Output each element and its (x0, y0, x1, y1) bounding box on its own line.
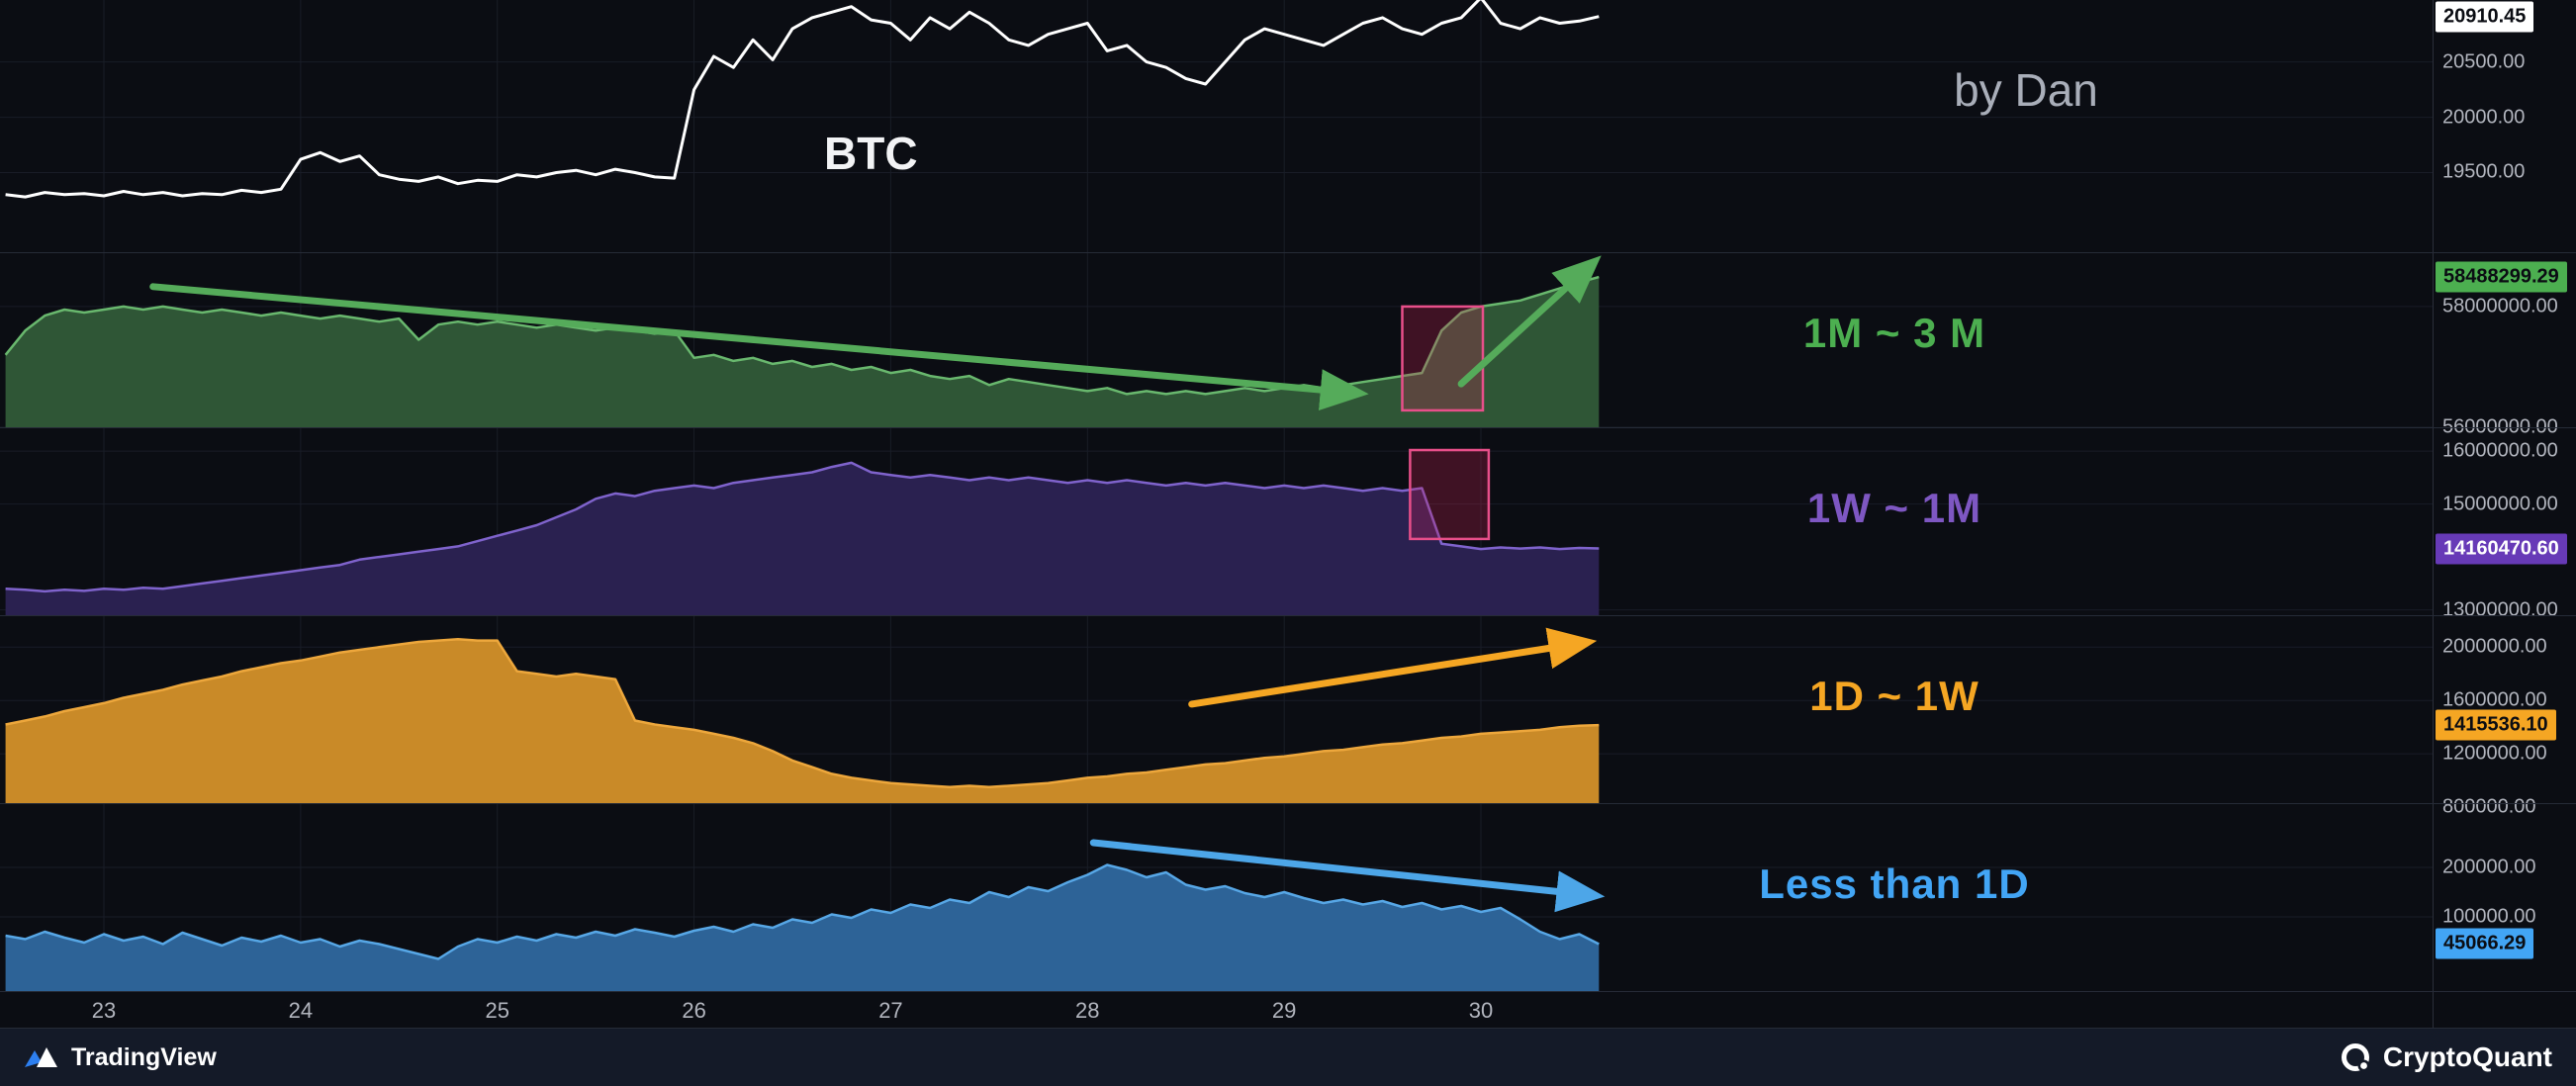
scale-tick-label: 16000000.00 (2442, 439, 2558, 462)
pane-separator (0, 615, 2576, 616)
age-1m-3m-chart-canvas[interactable] (0, 252, 2433, 427)
symbol-watermark: BTC (824, 128, 918, 179)
age-band-pane-1m-3m: 1M ~ 3 M (0, 252, 2433, 427)
scale-tick-label: 13000000.00 (2442, 598, 2558, 621)
tradingview-logo-icon (25, 1047, 57, 1067)
scale-tick-label: 58000000.00 (2442, 295, 2558, 317)
tradingview-brand-text: TradingView (71, 1042, 217, 1071)
age-band-pane-lt-1d: Less than 1D (0, 803, 2433, 991)
scale-tick-label: 800000.00 (2442, 795, 2536, 818)
age-lt-1d-area-fill (5, 864, 1600, 991)
age-1m-3m-area-fill (5, 277, 1600, 427)
age-1m-3m-last-value-badge: 58488299.29 (2436, 261, 2567, 293)
age-band-label-1d-1w: 1D ~ 1W (1809, 673, 1979, 719)
age-lt-1d-last-value-badge: 45066.29 (2436, 928, 2534, 959)
time-axis-label: 30 (1468, 998, 1494, 1023)
scale-tick-label: 15000000.00 (2442, 493, 2558, 515)
time-axis-label: 27 (878, 998, 903, 1023)
footer-separator (0, 1028, 2576, 1029)
cryptoquant-link[interactable]: CryptoQuant (2340, 1041, 2552, 1073)
time-axis-label: 24 (288, 998, 314, 1023)
time-axis-label: 26 (682, 998, 706, 1023)
scale-tick-label: 1600000.00 (2442, 688, 2547, 711)
age-band-label-1m-3m: 1M ~ 3 M (1802, 310, 1986, 356)
age-1d-1w-chart-canvas[interactable] (0, 615, 2433, 803)
trend-arrow (149, 283, 1369, 411)
age-1w-1m-area-fill (5, 462, 1600, 615)
highlight-box (1401, 305, 1485, 412)
scale-tick-label: 56000000.00 (2442, 415, 2558, 438)
price-pane: BTC by Dan (0, 0, 2433, 252)
price-chart-canvas[interactable] (0, 0, 2433, 252)
pane-separator (0, 803, 2576, 804)
pane-separator (0, 252, 2576, 253)
scale-tick-label: 19500.00 (2442, 160, 2526, 183)
time-axis-separator (0, 991, 2576, 992)
cryptoquant-brand-text: CryptoQuant (2382, 1041, 2552, 1072)
price-series-line (5, 0, 1600, 199)
scale-tick-label: 200000.00 (2442, 856, 2536, 878)
price-scale[interactable]: 20500.00 20000.00 19500.00 20910.45 58000000… (2433, 0, 2576, 1029)
byline-label: by Dan (1954, 64, 2098, 116)
age-1d-1w-series-line (5, 638, 1600, 789)
age-1d-1w-area-fill (5, 639, 1600, 803)
scale-tick-label: 20000.00 (2442, 106, 2526, 129)
scale-tick-label: 100000.00 (2442, 905, 2536, 928)
age-1w-1m-last-value-badge: 14160470.60 (2436, 533, 2567, 565)
pane-separator (0, 427, 2576, 428)
scale-tick-label: 1200000.00 (2442, 742, 2547, 765)
age-band-label-1w-1m: 1W ~ 1M (1806, 485, 1982, 531)
price-last-value-badge: 20910.45 (2436, 1, 2534, 33)
trend-arrow (1457, 255, 1602, 388)
footer-bar: TradingView CryptoQuant (0, 1029, 2576, 1086)
trend-arrow (1089, 839, 1606, 913)
tradingview-link[interactable]: TradingView (24, 1043, 217, 1072)
age-band-pane-1w-1m: 1W ~ 1M (0, 427, 2433, 615)
highlight-box (1409, 448, 1491, 541)
cryptoquant-logo-icon (2341, 1043, 2370, 1072)
age-1w-1m-chart-canvas[interactable] (0, 427, 2433, 615)
time-axis-label: 23 (91, 998, 117, 1023)
trend-arrow (1188, 627, 1598, 708)
scale-tick-label: 20500.00 (2442, 50, 2526, 73)
age-lt-1d-series-line (5, 863, 1600, 960)
age-band-pane-1d-1w: 1D ~ 1W (0, 615, 2433, 803)
time-axis-label: 29 (1271, 998, 1297, 1023)
age-1d-1w-last-value-badge: 1415536.10 (2436, 709, 2556, 741)
age-1w-1m-series-line (5, 461, 1600, 593)
time-axis-label: 28 (1075, 998, 1100, 1023)
scale-tick-label: 2000000.00 (2442, 635, 2547, 658)
time-axis-label: 25 (485, 998, 509, 1023)
age-band-label-lt-1d: Less than 1D (1759, 860, 2030, 907)
age-lt-1d-chart-canvas[interactable] (0, 803, 2433, 991)
time-axis[interactable]: 23 24 25 26 27 28 29 30 (0, 991, 2433, 1029)
